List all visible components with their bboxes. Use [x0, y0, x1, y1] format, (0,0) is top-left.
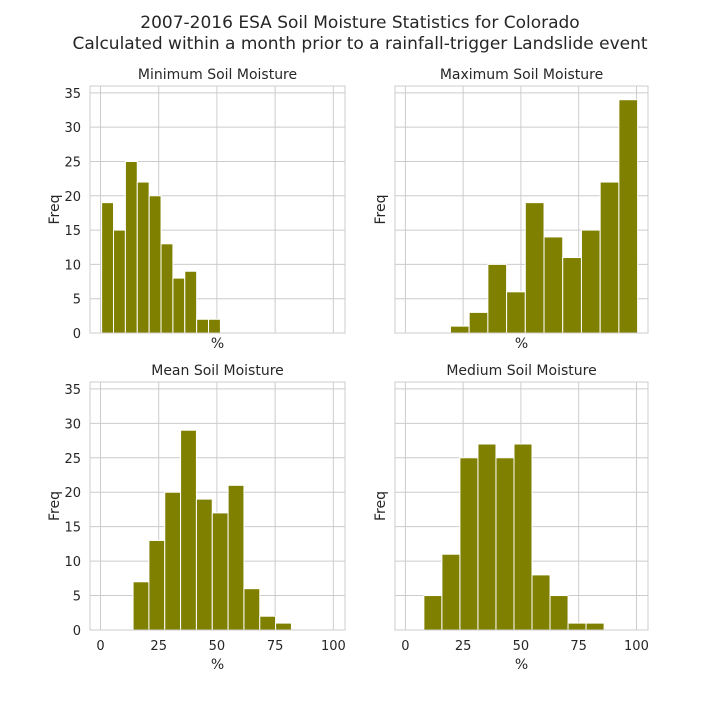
subplot-grid: Minimum Soil Moisture 0 5 10 15 20 25 30 35 Freq%…: [47, 67, 649, 673]
histogram-bar: [524, 202, 545, 334]
histogram-bar: [543, 236, 564, 334]
histogram-bar: [172, 277, 186, 334]
x-tick-label: 100: [624, 639, 649, 654]
histogram-bar: [180, 429, 197, 631]
histogram-bar: [468, 311, 489, 334]
y-tick-label: 35: [64, 383, 81, 398]
histogram-bar: [441, 553, 461, 631]
x-axis-label: %: [515, 657, 528, 673]
histogram-bar: [423, 595, 443, 631]
x-tick-label: 25: [455, 639, 472, 654]
histogram-bar: [599, 181, 620, 334]
histogram-bar: [211, 512, 229, 631]
histogram-bar: [113, 229, 126, 334]
y-tick-label: 20: [64, 486, 81, 501]
y-tick-label: 30: [64, 121, 81, 136]
x-axis-label: %: [515, 336, 528, 352]
histogram-bar: [160, 243, 174, 334]
histogram-bar: [208, 318, 221, 334]
histogram-bar: [459, 457, 479, 631]
histogram-bar: [275, 622, 292, 631]
y-tick-label: 0: [73, 327, 81, 342]
y-axis-label: Freq: [373, 491, 389, 521]
x-tick-label: 50: [513, 639, 530, 654]
histogram-bar: [124, 160, 138, 334]
x-tick-label: 25: [150, 639, 167, 654]
y-tick-label: 25: [64, 452, 81, 467]
figure-title-line2: Calculated within a month prior to a rai…: [72, 34, 647, 54]
y-axis-label: Freq: [47, 491, 63, 521]
y-tick-label: 25: [64, 155, 81, 170]
histogram-bar: [618, 99, 639, 334]
y-axis-label: Freq: [47, 195, 63, 225]
plot-frame: [89, 381, 346, 631]
subplot-4: Medium Soil Moisture Freq 0 25 50 75 100%: [373, 363, 649, 673]
histogram-bar: [580, 229, 601, 334]
subplot-title: Maximum Soil Moisture: [440, 67, 603, 83]
y-tick-label: 15: [64, 224, 81, 239]
subplot-title: Mean Soil Moisture: [151, 363, 284, 379]
histogram-bar: [196, 318, 210, 334]
subplot-2: Maximum Soil Moisture Freq%: [373, 67, 649, 352]
y-tick-label: 20: [64, 190, 81, 205]
x-axis-label: %: [211, 657, 224, 673]
histogram-bar: [495, 457, 515, 631]
x-tick-label: 0: [96, 639, 104, 654]
histogram-bar: [132, 581, 150, 631]
histogram-bar: [487, 263, 508, 334]
subplot-title: Medium Soil Moisture: [446, 363, 596, 379]
histogram-bar: [506, 291, 526, 334]
histogram-bar: [148, 195, 162, 334]
x-tick-label: 0: [401, 639, 409, 654]
y-tick-label: 15: [64, 521, 81, 536]
histogram-bar: [195, 498, 213, 631]
y-axis-label: Freq: [373, 195, 389, 225]
histogram-bar: [585, 622, 605, 631]
histogram-bar: [243, 588, 261, 631]
subplot-1: Minimum Soil Moisture 0 5 10 15 20 25 30 35 Freq%: [47, 67, 346, 352]
histogram-bar: [477, 443, 497, 631]
histogram-bar: [567, 622, 587, 631]
histogram-bar: [549, 595, 569, 631]
x-axis-label: %: [211, 336, 224, 352]
plot-frame: [394, 85, 649, 334]
y-tick-label: 30: [64, 417, 81, 432]
histogram-bar: [164, 491, 182, 631]
x-tick-label: 75: [570, 639, 587, 654]
subplot-3: Mean Soil Moisture 0 5 10 15 20 25 30 35 Freq 0 25 5…: [47, 363, 346, 673]
histogram-bar: [531, 574, 551, 631]
histogram-bar: [101, 202, 115, 334]
x-tick-label: 75: [267, 639, 284, 654]
x-tick-label: 100: [321, 639, 346, 654]
histogram-bar: [449, 325, 470, 334]
y-tick-label: 10: [64, 555, 81, 570]
y-tick-label: 5: [73, 590, 81, 605]
plot-frame: [89, 85, 346, 334]
x-tick-label: 50: [209, 639, 226, 654]
y-tick-label: 5: [73, 293, 81, 308]
histogram-bar: [136, 181, 150, 334]
y-tick-label: 35: [64, 87, 81, 102]
figure-title-line1: 2007-2016 ESA Soil Moisture Statistics f…: [140, 13, 579, 33]
histogram-bar: [148, 539, 166, 631]
histogram-bar: [227, 484, 245, 631]
histogram-bar: [184, 270, 198, 334]
y-tick-label: 10: [64, 258, 81, 273]
plot-frame: [394, 381, 649, 631]
subplot-title: Minimum Soil Moisture: [138, 67, 297, 83]
histogram-bar: [259, 615, 277, 631]
y-tick-label: 0: [73, 624, 81, 639]
histogram-bar: [513, 443, 533, 631]
histogram-bar: [562, 257, 582, 334]
